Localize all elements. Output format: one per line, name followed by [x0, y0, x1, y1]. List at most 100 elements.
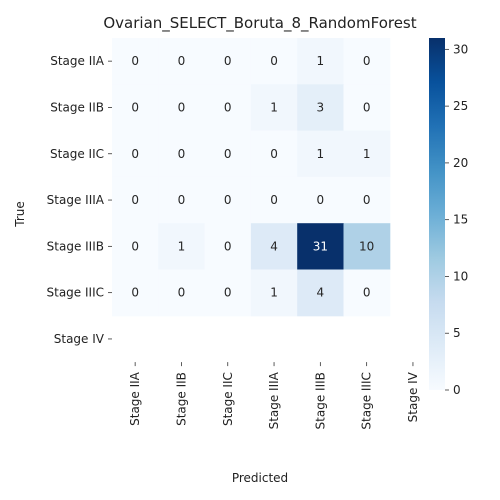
cell-value-label: 1	[317, 147, 325, 161]
heatmap-cell	[250, 84, 298, 132]
colorbar-tick-label: 25	[453, 99, 468, 113]
heatmap-cell	[204, 130, 252, 178]
y-tick-label: Stage IIA	[50, 54, 105, 68]
cell-value-label: 0	[224, 54, 232, 68]
x-axis-label: Predicted	[232, 471, 288, 485]
cell-value-label: 4	[317, 286, 325, 300]
cell-value-label: 0	[270, 193, 278, 207]
heatmap-cell	[112, 269, 159, 317]
cell-value-label: 0	[363, 100, 371, 114]
heatmap-cells	[112, 38, 391, 317]
cell-value-label: 0	[178, 54, 186, 68]
cell-value-label: 1	[270, 100, 278, 114]
cell-value-label: 3	[317, 100, 325, 114]
y-tick-label: Stage IV	[54, 332, 105, 346]
cell-value-label: 1	[363, 147, 371, 161]
heatmap-cell	[343, 130, 391, 178]
cell-value-label: 0	[224, 147, 232, 161]
x-tick-label: Stage IIIB	[313, 372, 327, 429]
y-tick-label: Stage IIIC	[47, 286, 105, 300]
heatmap-cell-labels: 0 0 0 0 1 00 0 0 1 3 00 0 0 0 1 10 0 0 0 0 00 1 0 4 31 100 0 0 1 4 0	[131, 54, 374, 300]
cell-value-label: 0	[131, 147, 139, 161]
cell-value-label: 1	[270, 286, 278, 300]
heatmap-cell	[112, 84, 159, 132]
heatmap-cell	[204, 176, 252, 224]
cell-value-label: 0	[131, 193, 139, 207]
heatmap-cell	[158, 84, 206, 132]
heatmap-cell	[343, 84, 391, 132]
x-tick-label: Stage IIA	[128, 371, 142, 426]
cell-value-label: 4	[270, 239, 278, 253]
cell-value-label: 0	[178, 193, 186, 207]
cell-value-label: 31	[313, 239, 328, 253]
colorbar-tick-label: 5	[453, 326, 461, 340]
heatmap-cell	[112, 38, 159, 85]
y-axis-ticks: Stage IIA Stage IIB Stage IIC Stage IIIA Sta…	[47, 54, 112, 346]
heatmap-cell	[250, 38, 298, 85]
colorbar-tick-label: 20	[453, 156, 468, 170]
cell-value-label: 0	[363, 54, 371, 68]
heatmap-cell	[112, 223, 159, 270]
cell-value-label: 0	[224, 239, 232, 253]
cell-value-label: 1	[317, 54, 325, 68]
y-tick-label: Stage IIIA	[47, 193, 105, 207]
heatmap-cell	[297, 38, 344, 85]
y-tick-label: Stage IIB	[50, 100, 104, 114]
cell-value-label: 0	[224, 193, 232, 207]
heatmap-cell	[343, 38, 391, 85]
x-tick-label: Stage IIIC	[360, 372, 374, 430]
heatmap-cell	[297, 176, 344, 224]
cell-value-label: 0	[363, 193, 371, 207]
y-tick-label: Stage IIIB	[47, 239, 104, 253]
cell-value-label: 0	[224, 286, 232, 300]
cell-value-label: 0	[224, 100, 232, 114]
x-tick-label: Stage IIC	[221, 372, 235, 426]
heatmap-cell	[204, 84, 252, 132]
heatmap-cell	[250, 176, 298, 224]
cell-value-label: 0	[178, 286, 186, 300]
heatmap-cell	[112, 176, 159, 224]
cell-value-label: 0	[178, 100, 186, 114]
heatmap-cell	[158, 130, 206, 178]
heatmap-cell	[204, 223, 252, 270]
x-axis-ticks: Stage IIA Stage IIB Stage IIC Stage IIIA Sta…	[128, 362, 420, 430]
heatmap-cell	[297, 130, 344, 178]
heatmap-cell	[250, 269, 298, 317]
cell-value-label: 10	[359, 239, 374, 253]
x-tick-label: Stage IIIA	[267, 371, 281, 429]
heatmap-cell	[297, 223, 344, 270]
chart-title: Ovarian_SELECT_Boruta_8_RandomForest	[103, 14, 416, 33]
y-axis-label: True	[13, 201, 27, 228]
heatmap-cell	[204, 38, 252, 85]
cell-value-label: 0	[131, 100, 139, 114]
colorbar	[429, 38, 445, 390]
heatmap-cell	[112, 130, 159, 178]
cell-value-label: 0	[131, 54, 139, 68]
cell-value-label: 0	[178, 147, 186, 161]
heatmap-cell	[297, 269, 344, 317]
heatmap-cell	[250, 130, 298, 178]
cell-value-label: 0	[131, 286, 139, 300]
cell-value-label: 0	[270, 54, 278, 68]
heatmap-cell	[343, 269, 391, 317]
heatmap-cell	[158, 38, 206, 85]
cell-value-label: 0	[131, 239, 139, 253]
heatmap-cell	[343, 223, 391, 270]
cell-value-label: 1	[178, 239, 186, 253]
y-tick-label: Stage IIC	[50, 147, 104, 161]
cell-value-label: 0	[317, 193, 325, 207]
heatmap-cell	[297, 84, 344, 132]
heatmap-cell	[250, 223, 298, 270]
heatmap-cell	[158, 269, 206, 317]
cell-value-label: 0	[363, 286, 371, 300]
colorbar-tick-label: 30	[453, 42, 468, 56]
colorbar-tick-label: 15	[453, 213, 468, 227]
colorbar-tick-label: 10	[453, 269, 468, 283]
colorbar-tick-label: 0	[453, 383, 461, 397]
cell-value-label: 0	[270, 147, 278, 161]
heatmap-cell	[158, 223, 206, 270]
heatmap-cell	[158, 176, 206, 224]
x-tick-label: Stage IV	[406, 371, 420, 422]
heatmap-cell	[204, 269, 252, 317]
